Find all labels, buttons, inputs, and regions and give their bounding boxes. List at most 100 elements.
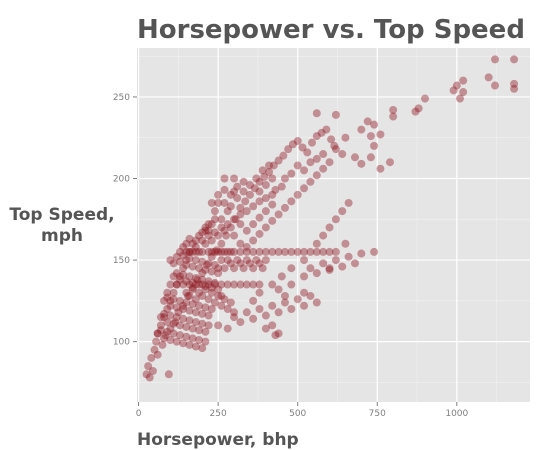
data-point bbox=[332, 256, 340, 264]
data-point bbox=[376, 165, 384, 173]
data-point bbox=[256, 305, 264, 313]
data-point bbox=[450, 86, 458, 94]
data-point bbox=[341, 134, 349, 142]
data-point bbox=[233, 183, 241, 191]
data-point bbox=[275, 308, 283, 316]
data-point bbox=[221, 264, 229, 272]
data-point bbox=[236, 318, 244, 326]
data-point bbox=[485, 73, 493, 81]
data-point bbox=[510, 85, 518, 93]
data-point bbox=[330, 142, 338, 150]
data-point bbox=[357, 126, 365, 134]
data-point bbox=[166, 281, 174, 289]
data-point bbox=[386, 158, 394, 166]
data-point bbox=[300, 272, 308, 280]
data-point bbox=[217, 240, 225, 248]
data-point bbox=[351, 259, 359, 267]
data-point bbox=[256, 214, 264, 222]
data-point bbox=[332, 215, 340, 223]
data-point bbox=[262, 181, 270, 189]
data-point bbox=[313, 240, 321, 248]
data-point bbox=[294, 161, 302, 169]
data-point bbox=[268, 201, 276, 209]
data-point bbox=[271, 331, 279, 339]
data-point bbox=[224, 207, 232, 215]
data-point bbox=[319, 165, 327, 173]
data-point bbox=[459, 77, 467, 85]
data-point bbox=[345, 253, 353, 261]
data-point bbox=[214, 321, 222, 329]
data-point bbox=[221, 186, 229, 194]
data-point bbox=[256, 281, 264, 289]
data-point bbox=[351, 153, 359, 161]
data-point bbox=[306, 264, 314, 272]
data-point bbox=[230, 232, 238, 240]
data-point bbox=[357, 160, 365, 168]
data-point bbox=[256, 289, 264, 297]
data-point bbox=[287, 305, 295, 313]
data-point bbox=[294, 191, 302, 199]
data-point bbox=[294, 137, 302, 145]
data-point bbox=[262, 223, 270, 231]
data-point bbox=[268, 217, 276, 225]
y-tick-label: 150 bbox=[113, 256, 130, 266]
data-point bbox=[249, 202, 257, 210]
data-point bbox=[256, 197, 264, 205]
data-point bbox=[252, 175, 260, 183]
x-tick-label: 1000 bbox=[445, 409, 468, 419]
data-point bbox=[205, 321, 213, 329]
data-point bbox=[249, 236, 257, 244]
data-point bbox=[256, 230, 264, 238]
data-point bbox=[322, 126, 330, 134]
data-point bbox=[326, 158, 334, 166]
data-point bbox=[249, 220, 257, 228]
data-point bbox=[421, 95, 429, 103]
data-point bbox=[326, 264, 334, 272]
data-point bbox=[287, 264, 295, 272]
y-tick-label: 250 bbox=[113, 93, 130, 103]
data-point bbox=[262, 312, 270, 320]
data-point bbox=[214, 232, 222, 240]
y-tick-label: 100 bbox=[113, 338, 130, 348]
data-point bbox=[230, 175, 238, 183]
data-point bbox=[243, 243, 251, 251]
data-point bbox=[345, 199, 353, 207]
y-tick-label: 200 bbox=[113, 175, 130, 185]
data-point bbox=[249, 297, 257, 305]
data-point bbox=[240, 264, 248, 272]
data-point bbox=[275, 285, 283, 293]
data-point bbox=[338, 150, 346, 158]
data-point bbox=[211, 207, 219, 215]
data-point bbox=[303, 148, 311, 156]
data-point bbox=[236, 220, 244, 228]
data-point bbox=[300, 256, 308, 264]
data-point bbox=[281, 175, 289, 183]
data-point bbox=[287, 197, 295, 205]
data-point bbox=[357, 250, 365, 258]
data-point bbox=[319, 150, 327, 158]
data-point bbox=[227, 298, 235, 306]
data-point bbox=[221, 227, 229, 235]
data-point bbox=[243, 308, 251, 316]
data-point bbox=[376, 130, 384, 138]
data-point bbox=[313, 171, 321, 179]
data-point bbox=[262, 207, 270, 215]
data-point bbox=[338, 263, 346, 271]
data-point bbox=[389, 113, 397, 121]
data-point bbox=[230, 308, 238, 316]
data-point bbox=[308, 139, 316, 147]
data-point bbox=[211, 215, 219, 223]
data-point bbox=[256, 188, 264, 196]
data-point bbox=[249, 315, 257, 323]
data-point bbox=[306, 178, 314, 186]
data-point bbox=[268, 281, 276, 289]
data-point bbox=[300, 184, 308, 192]
data-point bbox=[149, 367, 157, 375]
data-point bbox=[259, 264, 267, 272]
data-point bbox=[300, 166, 308, 174]
data-point bbox=[236, 204, 244, 212]
data-point bbox=[240, 178, 248, 186]
data-point bbox=[249, 264, 257, 272]
data-point bbox=[319, 259, 327, 267]
